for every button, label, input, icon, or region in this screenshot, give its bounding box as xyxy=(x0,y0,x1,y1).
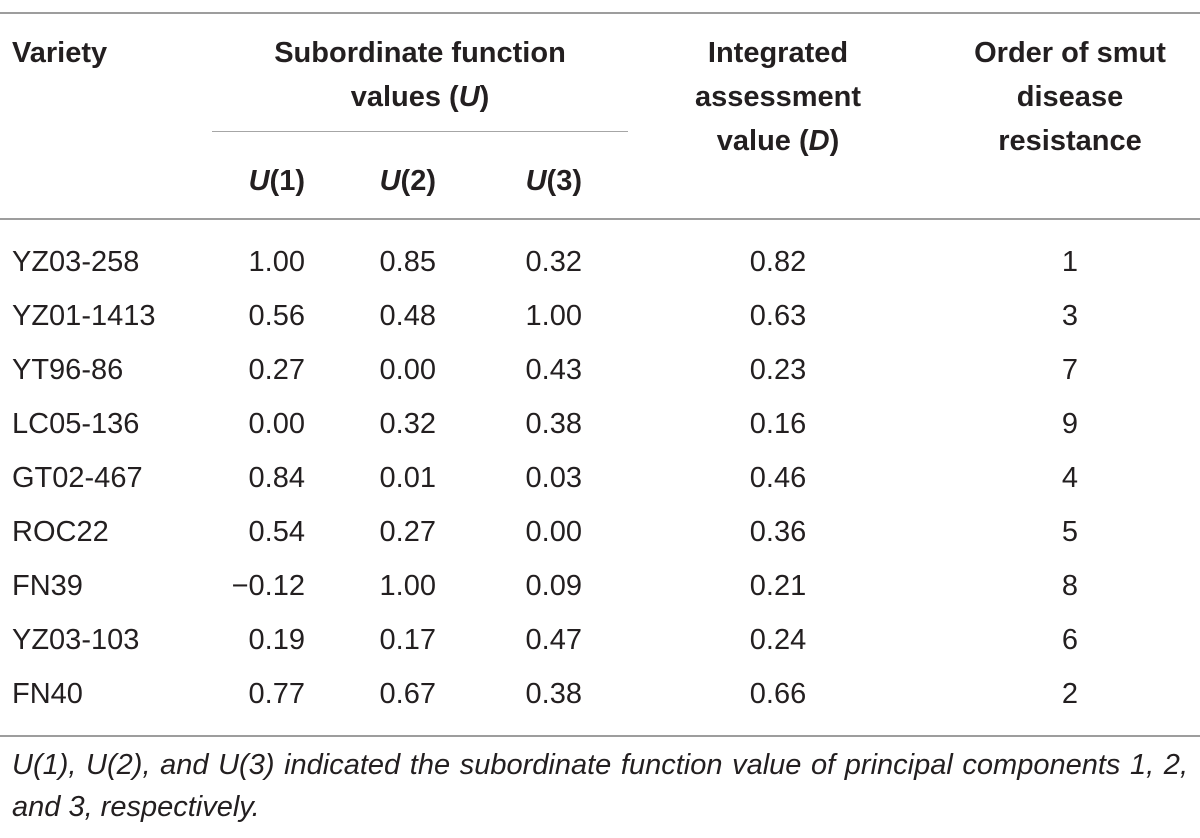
variety-cell: YZ01-1413 xyxy=(12,300,156,332)
d-cell: 0.23 xyxy=(749,354,807,386)
header-subordinate-function: Subordinate function values (U) xyxy=(274,37,566,113)
order-cell: 2 xyxy=(1061,678,1079,710)
u2-cell: 0.27 xyxy=(379,516,436,548)
u1-cell: 0.56 xyxy=(248,300,305,332)
table-top-rule xyxy=(0,12,1200,14)
header-variety: Variety xyxy=(12,37,108,69)
u2-cell: 0.01 xyxy=(379,462,436,494)
table-row: YZ01-1413 0.56 0.48 1.00 0.63 3 xyxy=(0,296,1200,336)
u2-cell: 0.17 xyxy=(379,624,436,656)
variety-cell: YZ03-103 xyxy=(12,624,140,656)
order-cell: 3 xyxy=(1061,300,1079,332)
order-cell: 6 xyxy=(1061,624,1079,656)
d-cell: 0.16 xyxy=(749,408,807,440)
table-row: YZ03-258 1.00 0.85 0.32 0.82 1 xyxy=(0,242,1200,282)
u3-cell: 0.03 xyxy=(525,462,582,494)
table-row: GT02-467 0.84 0.01 0.03 0.46 4 xyxy=(0,458,1200,498)
u1-cell: −0.12 xyxy=(231,570,305,602)
u3-cell: 1.00 xyxy=(525,300,582,332)
d-cell: 0.66 xyxy=(749,678,807,710)
order-cell: 8 xyxy=(1061,570,1079,602)
u2-cell: 0.48 xyxy=(379,300,436,332)
d-cell: 0.24 xyxy=(749,624,807,656)
u3-cell: 0.09 xyxy=(525,570,582,602)
u1-cell: 1.00 xyxy=(248,246,305,278)
u2-cell: 0.32 xyxy=(379,408,436,440)
u2-cell: 0.85 xyxy=(379,246,436,278)
table-footnote: U(1), U(2), and U(3) indicated the subor… xyxy=(12,749,1188,823)
header-bottom-rule xyxy=(0,218,1200,220)
header-u2: U(2) xyxy=(379,165,436,197)
u2-cell: 0.00 xyxy=(379,354,436,386)
table-row: FN39 −0.12 1.00 0.09 0.21 8 xyxy=(0,566,1200,606)
u2-cell: 1.00 xyxy=(379,570,436,602)
variety-cell: FN40 xyxy=(12,678,83,710)
header-u1: U(1) xyxy=(248,165,305,197)
variety-cell: ROC22 xyxy=(12,516,109,548)
u1-cell: 0.27 xyxy=(248,354,305,386)
variety-cell: YT96-86 xyxy=(12,354,124,386)
d-cell: 0.82 xyxy=(749,246,807,278)
u2-cell: 0.67 xyxy=(379,678,436,710)
d-cell: 0.21 xyxy=(749,570,807,602)
u3-cell: 0.38 xyxy=(525,678,582,710)
header-subgroup-rule xyxy=(212,131,628,132)
d-cell: 0.63 xyxy=(749,300,807,332)
order-cell: 9 xyxy=(1061,408,1079,440)
table-row: YZ03-103 0.19 0.17 0.47 0.24 6 xyxy=(0,620,1200,660)
header-integrated-assessment: Integrated assessment value (D) xyxy=(694,37,862,157)
order-cell: 1 xyxy=(1061,246,1079,278)
u3-cell: 0.38 xyxy=(525,408,582,440)
table-row: LC05-136 0.00 0.32 0.38 0.16 9 xyxy=(0,404,1200,444)
table-row: FN40 0.77 0.67 0.38 0.66 2 xyxy=(0,674,1200,714)
table-bottom-rule xyxy=(0,735,1200,737)
u1-cell: 0.54 xyxy=(248,516,305,548)
variety-cell: LC05-136 xyxy=(12,408,140,440)
u3-cell: 0.43 xyxy=(525,354,582,386)
order-cell: 4 xyxy=(1061,462,1079,494)
header-u3: U(3) xyxy=(525,165,582,197)
order-cell: 7 xyxy=(1061,354,1079,386)
d-cell: 0.46 xyxy=(749,462,807,494)
variety-cell: GT02-467 xyxy=(12,462,143,494)
variety-cell: YZ03-258 xyxy=(12,246,140,278)
table-row: ROC22 0.54 0.27 0.00 0.36 5 xyxy=(0,512,1200,552)
u3-cell: 0.32 xyxy=(525,246,582,278)
variety-cell: FN39 xyxy=(12,570,83,602)
table-row: YT96-86 0.27 0.00 0.43 0.23 7 xyxy=(0,350,1200,390)
d-cell: 0.36 xyxy=(749,516,807,548)
header-order-resistance: Order of smut disease resistance xyxy=(974,37,1166,157)
u3-cell: 0.00 xyxy=(525,516,582,548)
order-cell: 5 xyxy=(1061,516,1079,548)
u1-cell: 0.00 xyxy=(248,408,305,440)
u1-cell: 0.84 xyxy=(248,462,305,494)
u1-cell: 0.77 xyxy=(248,678,305,710)
u1-cell: 0.19 xyxy=(248,624,305,656)
u3-cell: 0.47 xyxy=(525,624,582,656)
